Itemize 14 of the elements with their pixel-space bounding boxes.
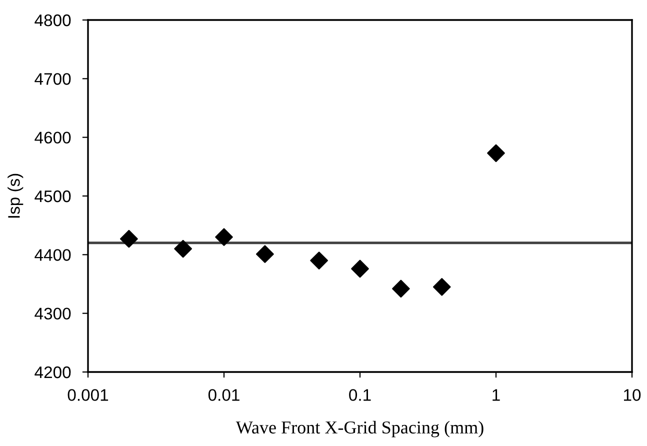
y-tick-label: 4400 — [34, 249, 71, 261]
y-tick-label: 4800 — [34, 14, 71, 26]
y-tick-label: 4300 — [34, 308, 71, 320]
x-tick-label: 0.1 — [349, 389, 371, 401]
x-tick-label: 0.01 — [208, 389, 240, 401]
y-tick-label: 4600 — [34, 132, 71, 144]
y-tick-label: 4200 — [34, 366, 71, 378]
y-axis-title: Isp (s) — [8, 174, 24, 218]
y-tick-label: 4500 — [34, 190, 71, 202]
x-tick-label: 1 — [492, 389, 500, 401]
x-tick-label: 0.001 — [68, 389, 108, 401]
x-tick-label: 10 — [624, 389, 641, 401]
y-tick-label: 4700 — [34, 73, 71, 85]
x-axis-title: Wave Front X-Grid Spacing (mm) — [236, 420, 484, 438]
